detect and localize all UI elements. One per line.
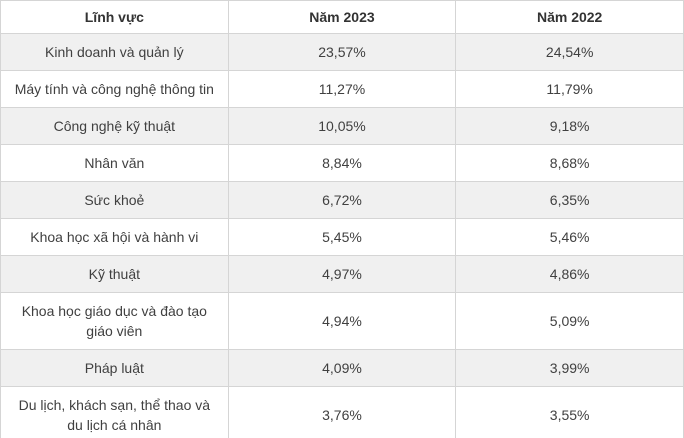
column-header-linh-vuc: Lĩnh vực: [0, 0, 229, 34]
header-row: Lĩnh vực Năm 2023 Năm 2022: [0, 0, 684, 34]
table-row: Công nghệ kỹ thuật 10,05% 9,18%: [0, 107, 684, 145]
field-cell: Du lịch, khách sạn, thể thao và du lịch …: [0, 386, 229, 438]
table-row: Máy tính và công nghệ thông tin 11,27% 1…: [0, 70, 684, 108]
value-2023-cell: 8,84%: [227, 144, 457, 182]
table-row: Nhân văn 8,84% 8,68%: [0, 144, 684, 182]
value-2023-cell: 6,72%: [227, 181, 457, 219]
value-2022-cell: 8,68%: [455, 144, 684, 182]
field-cell: Khoa học giáo dục và đào tạo giáo viên: [0, 292, 229, 350]
field-cell: Pháp luật: [0, 349, 229, 387]
column-header-nam-2023: Năm 2023: [227, 0, 457, 34]
field-cell: Kinh doanh và quản lý: [0, 33, 229, 71]
value-2022-cell: 11,79%: [455, 70, 684, 108]
value-2023-cell: 4,09%: [227, 349, 457, 387]
value-2022-cell: 9,18%: [455, 107, 684, 145]
table-row: Kinh doanh và quản lý 23,57% 24,54%: [0, 33, 684, 71]
table-row: Khoa học xã hội và hành vi 5,45% 5,46%: [0, 218, 684, 256]
field-cell: Sức khoẻ: [0, 181, 229, 219]
value-2023-cell: 5,45%: [227, 218, 457, 256]
table-row: Du lịch, khách sạn, thể thao và du lịch …: [0, 386, 684, 438]
value-2022-cell: 5,46%: [455, 218, 684, 256]
field-cell: Nhân văn: [0, 144, 229, 182]
value-2022-cell: 3,99%: [455, 349, 684, 387]
value-2023-cell: 4,97%: [227, 255, 457, 293]
column-header-nam-2022: Năm 2022: [455, 0, 684, 34]
field-cell: Máy tính và công nghệ thông tin: [0, 70, 229, 108]
field-cell: Khoa học xã hội và hành vi: [0, 218, 229, 256]
value-2022-cell: 6,35%: [455, 181, 684, 219]
value-2023-cell: 4,94%: [227, 292, 457, 350]
value-2023-cell: 10,05%: [227, 107, 457, 145]
table-row: Khoa học giáo dục và đào tạo giáo viên 4…: [0, 292, 684, 350]
table-row: Sức khoẻ 6,72% 6,35%: [0, 181, 684, 219]
value-2023-cell: 23,57%: [227, 33, 457, 71]
value-2022-cell: 4,86%: [455, 255, 684, 293]
value-2023-cell: 11,27%: [227, 70, 457, 108]
field-cell: Kỹ thuật: [0, 255, 229, 293]
table-row: Pháp luật 4,09% 3,99%: [0, 349, 684, 387]
value-2022-cell: 3,55%: [455, 386, 684, 438]
field-cell: Công nghệ kỹ thuật: [0, 107, 229, 145]
value-2023-cell: 3,76%: [227, 386, 457, 438]
table-row: Kỹ thuật 4,97% 4,86%: [0, 255, 684, 293]
value-2022-cell: 5,09%: [455, 292, 684, 350]
value-2022-cell: 24,54%: [455, 33, 684, 71]
